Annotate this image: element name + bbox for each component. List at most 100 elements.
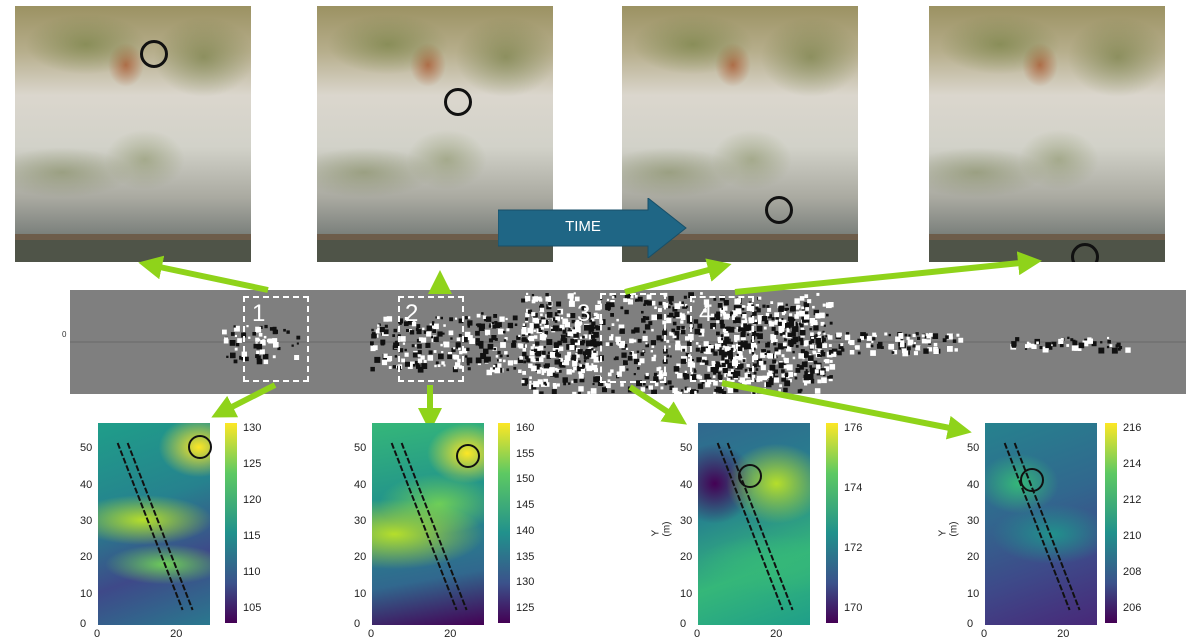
colorbar-tick-label: 214 [1123,458,1142,470]
signal-speck [817,332,821,336]
signal-speck [778,318,784,324]
signal-speck [488,338,493,343]
signal-speck [618,324,625,331]
signal-speck [933,348,939,354]
signal-speck [866,343,871,348]
signal-speck [658,374,664,379]
signal-speck [704,304,708,308]
signal-speck [742,314,747,319]
time-label: TIME [565,218,601,235]
signal-speck [753,353,756,356]
signal-speck [684,370,687,373]
signal-speck [720,295,725,301]
signal-speck [256,355,261,360]
y-tick-label: 50 [967,442,980,455]
signal-speck [715,343,721,350]
signal-speck [746,363,750,368]
signal-speck [256,343,263,350]
signal-speck [719,313,723,317]
signal-speck [713,380,718,386]
signal-speck [685,353,690,357]
signal-speck [535,369,539,372]
signal-speck [732,372,738,378]
signal-speck [256,358,263,365]
signal-speck [617,374,620,378]
signal-speck [857,338,861,343]
signal-speck [917,336,921,340]
signal-speck [578,373,584,379]
signal-speck [580,368,585,374]
signal-speck [405,361,410,367]
signal-speck [829,321,833,325]
signal-speck [222,329,227,335]
signal-speck [781,376,787,382]
signal-speck [730,311,734,315]
signal-speck [505,317,508,321]
signal-speck [780,330,786,336]
signal-speck [764,320,769,324]
signal-speck [784,338,787,341]
signal-speck [872,337,876,341]
signal-speck [808,355,814,361]
signal-speck [456,337,461,341]
signal-speck [705,382,711,388]
signal-speck [774,312,779,318]
signal-speck [686,305,689,308]
signal-speck [593,356,600,363]
signal-speck [752,354,759,360]
signal-speck [794,298,800,304]
signal-speck [755,333,759,336]
signal-speck [810,323,814,326]
y-tick-label: 0 [967,618,974,630]
signal-speck [741,320,748,326]
signal-speck [767,353,773,359]
signal-speck [793,372,797,376]
signal-speck [862,333,868,339]
signal-speck [546,370,553,377]
signal-speck [728,375,733,380]
signal-speck [812,305,815,309]
signal-speck [654,306,657,310]
signal-speck [744,318,747,321]
signal-speck [393,342,400,349]
signal-speck [708,345,714,351]
signal-speck [623,298,628,303]
signal-speck [753,344,758,349]
signal-speck [404,352,409,357]
signal-speck [586,349,592,355]
railway-track [1003,442,1081,611]
signal-speck [666,339,670,343]
signal-speck [809,378,815,384]
y-tick-label: 30 [680,514,693,527]
signal-speck [844,334,851,341]
signal-speck [568,327,571,331]
signal-speck [771,326,776,331]
signal-speck [637,296,643,302]
signal-speck [416,329,422,335]
signal-speck [296,342,299,345]
signal-speck [571,380,574,384]
signal-speck [782,342,787,347]
signal-speck [592,350,597,355]
signal-speck [760,352,766,358]
signal-speck [778,326,785,332]
signal-speck [560,358,564,362]
photo-frame-4 [929,6,1165,262]
signal-speck [542,366,548,371]
signal-speck [651,356,656,362]
signal-speck [744,340,748,345]
signal-speck [512,340,515,344]
signal-speck [256,350,260,354]
signal-speck [559,328,562,332]
signal-speck [798,322,801,326]
signal-speck [767,341,770,345]
signal-speck [581,306,586,311]
signal-speck [643,330,646,334]
signal-speck [421,337,427,343]
signal-speck [907,346,911,351]
signal-speck [273,342,279,348]
signal-speck [748,301,752,305]
colorbar-tick-label: 125 [516,602,535,614]
signal-speck [737,329,741,332]
y-tick-label: 20 [680,551,693,564]
